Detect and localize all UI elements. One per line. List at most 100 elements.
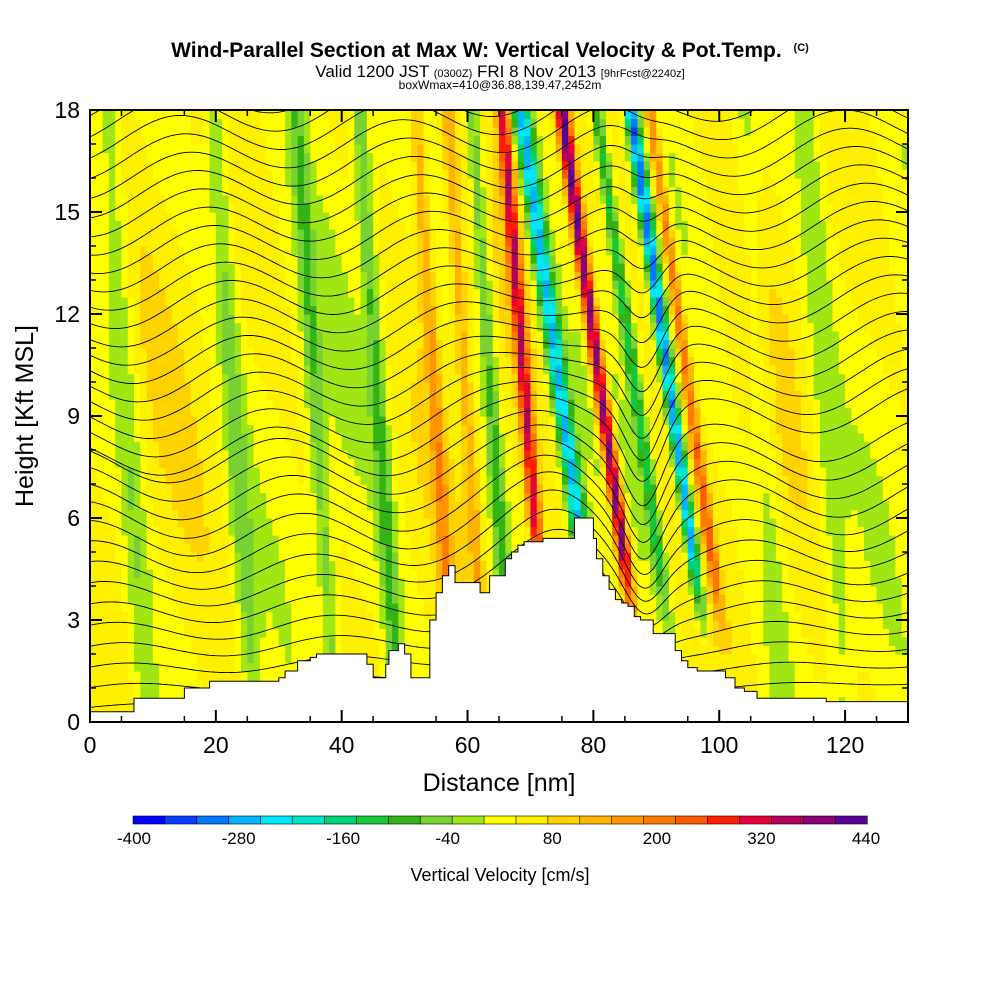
velocity-cell xyxy=(392,254,399,264)
velocity-cell xyxy=(373,237,381,247)
velocity-cell xyxy=(310,365,318,375)
velocity-cell xyxy=(322,203,330,213)
velocity-cell xyxy=(291,169,299,179)
velocity-cell xyxy=(196,297,204,307)
velocity-cell xyxy=(410,603,418,613)
velocity-cell xyxy=(492,441,500,451)
velocity-cell xyxy=(140,586,148,596)
velocity-cell xyxy=(404,365,412,375)
velocity-cell xyxy=(241,348,248,358)
velocity-cell xyxy=(278,263,286,273)
velocity-cell xyxy=(486,220,494,230)
velocity-cell xyxy=(247,297,255,307)
velocity-cell xyxy=(360,288,368,298)
velocity-cell xyxy=(486,314,494,324)
velocity-cell xyxy=(178,577,185,587)
velocity-cell xyxy=(234,297,242,307)
velocity-cell xyxy=(253,535,261,545)
velocity-cell xyxy=(127,688,135,698)
velocity-cell xyxy=(354,492,362,502)
velocity-cell xyxy=(178,526,185,536)
velocity-cell xyxy=(209,399,217,409)
velocity-cell xyxy=(423,382,431,392)
velocity-cell xyxy=(278,186,286,196)
velocity-cell xyxy=(121,195,129,205)
velocity-cell xyxy=(310,501,318,511)
velocity-cell xyxy=(115,492,123,502)
velocity-cell xyxy=(417,305,425,315)
velocity-cell xyxy=(329,144,336,154)
velocity-cell xyxy=(140,620,148,630)
velocity-cell xyxy=(492,254,500,264)
velocity-cell xyxy=(322,594,330,604)
velocity-cell xyxy=(297,450,305,460)
velocity-cell xyxy=(152,220,160,230)
velocity-cell xyxy=(266,280,274,290)
velocity-cell xyxy=(234,246,242,256)
velocity-cell xyxy=(442,492,450,502)
velocity-cell xyxy=(285,577,292,587)
velocity-cell xyxy=(190,492,198,502)
velocity-cell xyxy=(247,399,255,409)
velocity-cell xyxy=(127,475,135,485)
velocity-cell xyxy=(203,127,211,137)
velocity-cell xyxy=(511,339,519,349)
velocity-cell xyxy=(486,407,494,417)
velocity-cell xyxy=(360,594,368,604)
velocity-cell xyxy=(410,628,418,638)
velocity-cell xyxy=(285,509,292,519)
velocity-cell xyxy=(108,688,116,698)
velocity-cell xyxy=(511,169,519,179)
velocity-cell xyxy=(96,152,104,162)
velocity-cell xyxy=(102,212,110,222)
velocity-cell xyxy=(140,467,148,477)
velocity-cell xyxy=(398,620,406,630)
velocity-cell xyxy=(454,229,462,239)
velocity-cell xyxy=(423,135,431,145)
velocity-cell xyxy=(253,492,261,502)
velocity-cell xyxy=(247,577,255,587)
velocity-cell xyxy=(247,127,255,137)
velocity-cell xyxy=(190,501,198,511)
velocity-cell xyxy=(121,254,129,264)
velocity-cell xyxy=(159,220,167,230)
velocity-cell xyxy=(253,603,261,613)
velocity-cell xyxy=(134,586,141,596)
velocity-cell xyxy=(360,118,368,128)
velocity-cell xyxy=(247,229,255,239)
velocity-cell xyxy=(190,390,198,400)
velocity-cell xyxy=(134,135,141,145)
velocity-cell xyxy=(203,620,211,630)
velocity-cell xyxy=(392,220,399,230)
velocity-cell xyxy=(134,195,141,205)
velocity-cell xyxy=(385,492,393,502)
velocity-cell xyxy=(517,526,525,536)
velocity-cell xyxy=(96,492,104,502)
velocity-cell xyxy=(234,577,242,587)
velocity-cell xyxy=(102,186,110,196)
velocity-cell xyxy=(410,526,418,536)
velocity-cell xyxy=(517,203,525,213)
velocity-cell xyxy=(429,399,437,409)
velocity-cell xyxy=(354,518,362,528)
velocity-cell xyxy=(278,475,286,485)
velocity-cell xyxy=(417,271,425,281)
velocity-cell xyxy=(492,322,500,332)
velocity-cell xyxy=(115,212,123,222)
velocity-cell xyxy=(152,645,160,655)
velocity-cell xyxy=(228,501,236,511)
velocity-cell xyxy=(436,501,443,511)
velocity-cell xyxy=(467,288,475,298)
velocity-cell xyxy=(423,127,431,137)
velocity-cell xyxy=(410,552,418,562)
velocity-cell xyxy=(228,161,236,171)
velocity-cell xyxy=(140,127,148,137)
velocity-cell xyxy=(241,416,248,426)
velocity-cell xyxy=(322,518,330,528)
velocity-cell xyxy=(203,450,211,460)
velocity-cell xyxy=(272,424,280,434)
velocity-cell xyxy=(423,433,431,443)
velocity-cell xyxy=(108,560,116,570)
velocity-cell xyxy=(297,331,305,341)
velocity-cell xyxy=(108,331,116,341)
